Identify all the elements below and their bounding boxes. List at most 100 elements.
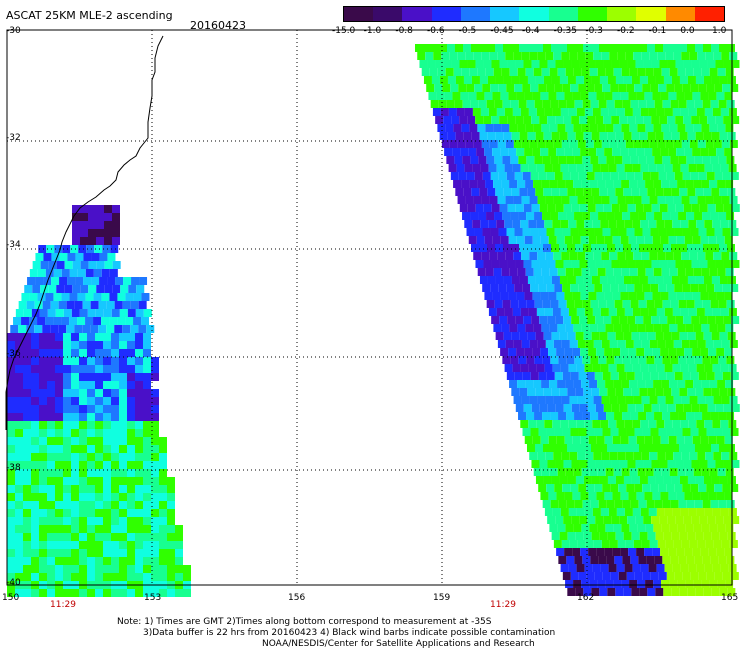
swath-cell xyxy=(569,140,578,148)
swath-cell xyxy=(489,196,498,204)
note-line-1: Note: 1) Times are GMT 2)Times along bot… xyxy=(117,617,492,627)
swath-cell xyxy=(648,308,657,316)
swath-cell xyxy=(631,76,640,84)
swath-cell xyxy=(653,324,662,332)
swath-cell xyxy=(720,308,729,316)
swath-cell xyxy=(650,428,659,436)
swath-cell xyxy=(63,493,71,501)
swath-cell xyxy=(31,357,39,365)
swath-cell xyxy=(547,204,556,212)
swath-cell xyxy=(605,468,614,476)
lat-label: -32 xyxy=(6,133,21,143)
swath-cell xyxy=(87,557,95,565)
swath-cell xyxy=(541,124,550,132)
swath-cell xyxy=(622,100,631,108)
swath-cell xyxy=(40,261,49,269)
swath-cell xyxy=(500,348,509,356)
swath-cell xyxy=(542,300,551,308)
swath-cell xyxy=(527,76,536,84)
swath-cell xyxy=(95,373,103,381)
swath-cell xyxy=(104,205,112,213)
swath-cell xyxy=(138,301,147,309)
swath-cell xyxy=(678,556,687,564)
swath-cell xyxy=(69,293,78,301)
swath-cell xyxy=(7,461,15,469)
swath-cell xyxy=(546,84,555,92)
swath-cell xyxy=(507,60,516,68)
swath-cell xyxy=(662,300,671,308)
swath-cell xyxy=(458,84,467,92)
swath-cell xyxy=(625,396,634,404)
swath-cell xyxy=(626,284,635,292)
swath-cell xyxy=(31,461,39,469)
swath-cell xyxy=(471,76,480,84)
swath-cell xyxy=(584,564,593,572)
swath-cell xyxy=(660,292,669,300)
swath-cell xyxy=(654,356,663,364)
swath-cell xyxy=(646,412,655,420)
swath-cell xyxy=(95,525,103,533)
swath-cell xyxy=(548,148,557,156)
swath-cell xyxy=(47,341,55,349)
swath-cell xyxy=(619,460,628,468)
swath-cell xyxy=(7,525,15,533)
swath-cell xyxy=(674,84,683,92)
swath-cell xyxy=(684,492,693,500)
swath-cell xyxy=(135,525,143,533)
swath-cell xyxy=(143,397,151,405)
swath-cell xyxy=(691,116,700,124)
swath-cell xyxy=(585,196,594,204)
swath-cell xyxy=(71,357,79,365)
swath-cell xyxy=(512,364,521,372)
swath-cell xyxy=(558,100,567,108)
swath-cell xyxy=(47,453,55,461)
swath-cell xyxy=(712,564,721,572)
swath-cell xyxy=(684,292,693,300)
swath-cell xyxy=(39,525,47,533)
swath-cell xyxy=(689,252,698,260)
swath-cell xyxy=(581,324,590,332)
swath-cell xyxy=(662,156,671,164)
swath-cell xyxy=(127,453,135,461)
swath-cell xyxy=(614,356,623,364)
swath-cell xyxy=(670,100,679,108)
swath-cell xyxy=(694,412,703,420)
swath-cell xyxy=(688,220,697,228)
swath-cell xyxy=(494,212,503,220)
swath-cell xyxy=(642,284,651,292)
swath-cell xyxy=(111,365,119,373)
swath-cell xyxy=(88,229,96,237)
swath-cell xyxy=(723,260,732,268)
swath-cell xyxy=(111,541,119,549)
swath-cell xyxy=(593,396,602,404)
swath-cell xyxy=(61,317,70,325)
swath-cell xyxy=(127,373,135,381)
swath-cell xyxy=(95,389,103,397)
swath-cell xyxy=(621,124,630,132)
swath-cell xyxy=(447,132,456,140)
swath-cell xyxy=(719,132,728,140)
swath-cell xyxy=(604,92,613,100)
swath-cell xyxy=(618,84,627,92)
swath-cell xyxy=(675,260,684,268)
swath-cell xyxy=(664,364,673,372)
swath-cell xyxy=(538,84,547,92)
swath-cell xyxy=(629,468,638,476)
swath-cell xyxy=(675,460,684,468)
swath-cell xyxy=(664,508,673,516)
swath-cell xyxy=(102,245,111,253)
swath-cell xyxy=(21,293,30,301)
swath-cell xyxy=(103,365,111,373)
swath-cell xyxy=(698,172,707,180)
swath-cell xyxy=(23,365,31,373)
swath-cell xyxy=(557,380,566,388)
swath-cell xyxy=(633,52,642,60)
swath-cell xyxy=(727,188,736,196)
swath-cell xyxy=(707,260,716,268)
swath-cell xyxy=(682,372,691,380)
swath-cell xyxy=(415,44,423,52)
swath-cell xyxy=(79,509,87,517)
swath-cell xyxy=(672,364,681,372)
swath-cell xyxy=(127,493,135,501)
swath-cell xyxy=(627,404,636,412)
